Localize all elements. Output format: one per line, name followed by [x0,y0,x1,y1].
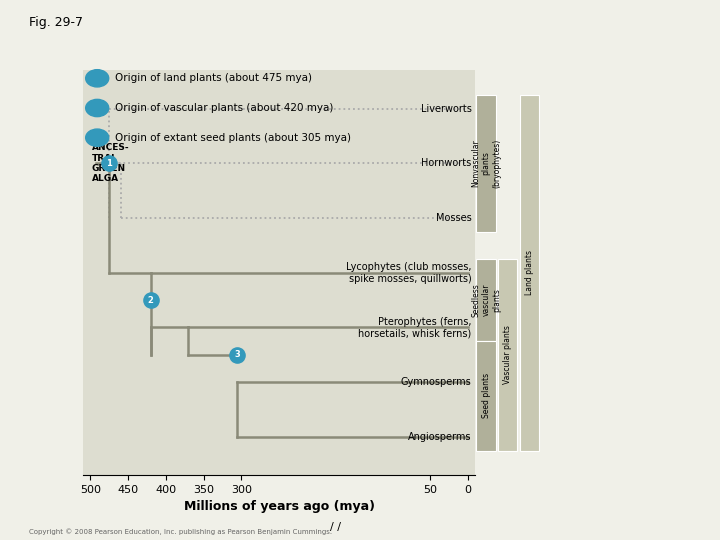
Text: Lycophytes (club mosses,
spike mosses, quillworts): Lycophytes (club mosses, spike mosses, q… [346,262,472,284]
Text: 2: 2 [148,295,153,305]
Text: 3: 3 [94,133,100,142]
Bar [520,95,539,450]
Text: Pterophytes (ferns,
horsetails, whisk ferns): Pterophytes (ferns, horsetails, whisk fe… [358,316,472,338]
Text: ANCES-
TRAL
GREEN
ALGA: ANCES- TRAL GREEN ALGA [92,143,130,184]
Text: Origin of vascular plants (about 420 mya): Origin of vascular plants (about 420 mya… [115,103,333,113]
Text: Liverworts: Liverworts [420,104,472,113]
Text: Seed plants: Seed plants [482,373,490,418]
Text: Origin of extant seed plants (about 305 mya): Origin of extant seed plants (about 305 … [115,133,351,143]
Text: Land plants: Land plants [525,250,534,295]
Text: Nonvascular
plants
(bryophytes): Nonvascular plants (bryophytes) [472,139,501,188]
Point [104,159,115,167]
Text: 2: 2 [94,104,100,112]
Bar [477,341,496,450]
Text: Seedless
vascular
plants: Seedless vascular plants [472,283,501,317]
X-axis label: Millions of years ago (mya): Millions of years ago (mya) [184,501,374,514]
Text: / /: / / [330,522,341,532]
Text: Gymnosperms: Gymnosperms [400,377,472,387]
Text: Mosses: Mosses [436,213,472,223]
Point [232,350,243,359]
Text: Hornworts: Hornworts [421,158,472,168]
Text: Vascular plants: Vascular plants [503,326,513,384]
Bar [498,259,518,450]
Text: 1: 1 [94,74,100,83]
Text: Angiosperms: Angiosperms [408,432,472,442]
Bar [477,259,496,341]
Text: 1: 1 [107,159,112,168]
Bar [477,95,496,232]
Text: Copyright © 2008 Pearson Education, Inc. publishing as Pearson Benjamin Cummings: Copyright © 2008 Pearson Education, Inc.… [29,528,332,535]
Text: Fig. 29-7: Fig. 29-7 [29,16,83,29]
Point [145,296,156,305]
Text: 3: 3 [235,350,240,359]
Text: Origin of land plants (about 475 mya): Origin of land plants (about 475 mya) [115,73,312,83]
